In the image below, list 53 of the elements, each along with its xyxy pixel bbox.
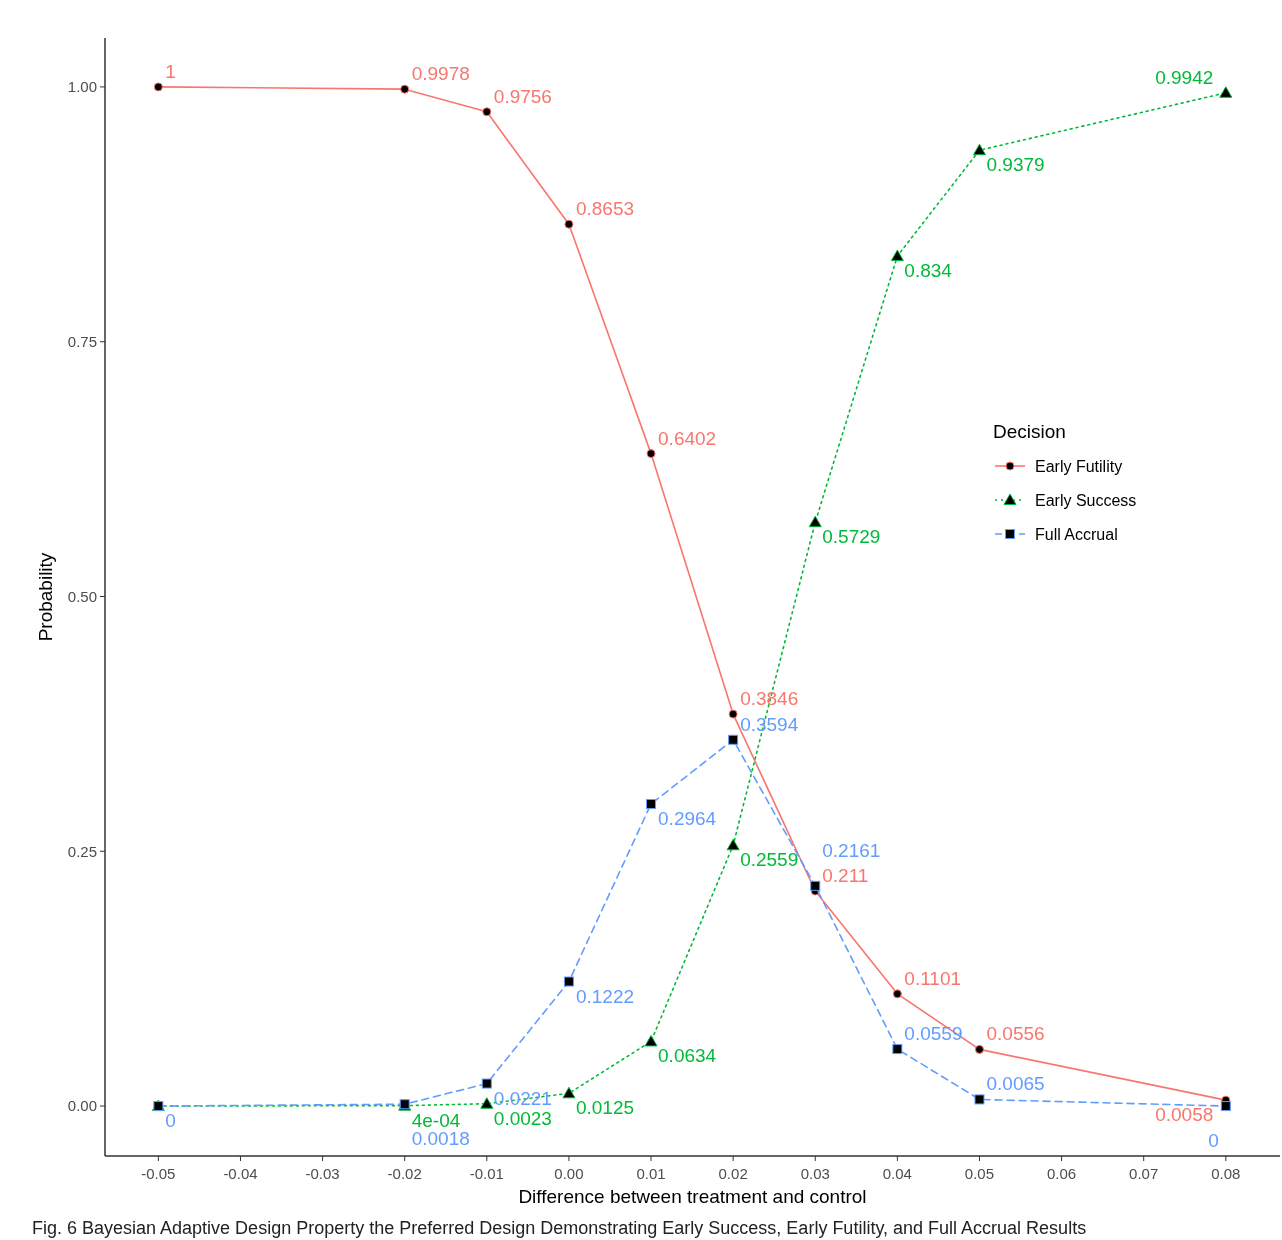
x-tick-label: -0.01 bbox=[469, 1165, 504, 1182]
data-label: 0.9978 bbox=[411, 63, 470, 85]
data-label: 0.5729 bbox=[822, 526, 881, 548]
x-tick-label: 0.04 bbox=[882, 1165, 912, 1182]
x-tick-label: -0.02 bbox=[387, 1165, 422, 1182]
x-tick-label: 0.03 bbox=[800, 1165, 830, 1182]
data-label: 0.9379 bbox=[986, 154, 1045, 176]
x-tick-label: 0.07 bbox=[1129, 1165, 1159, 1182]
data-label: 0.0065 bbox=[986, 1073, 1045, 1095]
y-tick-label: 0.50 bbox=[67, 587, 97, 605]
y-axis-title: Probability bbox=[35, 552, 56, 642]
data-label: 0.0125 bbox=[575, 1097, 635, 1119]
x-tick-label: 0.02 bbox=[718, 1165, 748, 1182]
y-tick-label: 0.25 bbox=[67, 842, 97, 860]
x-tick-label: 0.08 bbox=[1211, 1165, 1241, 1182]
data-label: 0.2964 bbox=[658, 807, 717, 829]
data-label: 0.8653 bbox=[575, 198, 635, 220]
data-label: 0.9756 bbox=[493, 85, 552, 107]
data-label: 0.0634 bbox=[658, 1045, 717, 1067]
x-tick-label: 0.00 bbox=[554, 1165, 584, 1182]
data-label: 0.6402 bbox=[658, 427, 717, 449]
legend-label: Early Success bbox=[1035, 491, 1137, 509]
x-axis-title: Difference between treatment and control bbox=[518, 1186, 867, 1207]
x-tick-label: 0.05 bbox=[964, 1165, 995, 1182]
data-label: 0.2161 bbox=[822, 839, 881, 861]
x-tick-label: -0.04 bbox=[223, 1165, 258, 1182]
data-label: 1 bbox=[165, 60, 176, 82]
data-label: 0.0023 bbox=[493, 1107, 552, 1129]
legend-label: Full Accrual bbox=[1035, 525, 1118, 543]
x-tick-label: 0.06 bbox=[1046, 1165, 1077, 1182]
data-label: 0 bbox=[165, 1110, 176, 1132]
data-label: 0.0018 bbox=[411, 1128, 470, 1150]
data-label: 0.0058 bbox=[1155, 1104, 1214, 1126]
data-label: 0.3594 bbox=[740, 713, 799, 735]
y-tick-label: 0.75 bbox=[67, 332, 97, 350]
data-label: 0 bbox=[1208, 1130, 1219, 1152]
caption: Fig. 6 Bayesian Adaptive Design Property the Preferred Design Demonstrating Early Success, Early Futility, and Full Accrual Results bbox=[32, 1218, 1087, 1238]
x-tick-label: 0.01 bbox=[636, 1165, 666, 1182]
data-label: 0.834 bbox=[904, 260, 953, 282]
data-label: 0.9942 bbox=[1155, 66, 1214, 88]
y-tick-label: 0.00 bbox=[67, 1097, 97, 1115]
data-label: 0.2559 bbox=[740, 849, 799, 871]
data-label: 0.1101 bbox=[904, 967, 962, 989]
x-tick-label: -0.05 bbox=[141, 1165, 176, 1182]
legend-title: Decision bbox=[993, 421, 1066, 442]
x-tick-label: -0.03 bbox=[305, 1165, 340, 1182]
data-label: 0.3846 bbox=[740, 688, 799, 710]
legend-label: Early Futility bbox=[1035, 457, 1123, 475]
y-tick-label: 1.00 bbox=[67, 78, 97, 96]
data-label: 0.0556 bbox=[986, 1023, 1045, 1045]
data-label: 0.211 bbox=[822, 865, 869, 887]
data-label: 0.1222 bbox=[575, 985, 635, 1007]
data-label: 4e-04 bbox=[411, 1109, 461, 1131]
